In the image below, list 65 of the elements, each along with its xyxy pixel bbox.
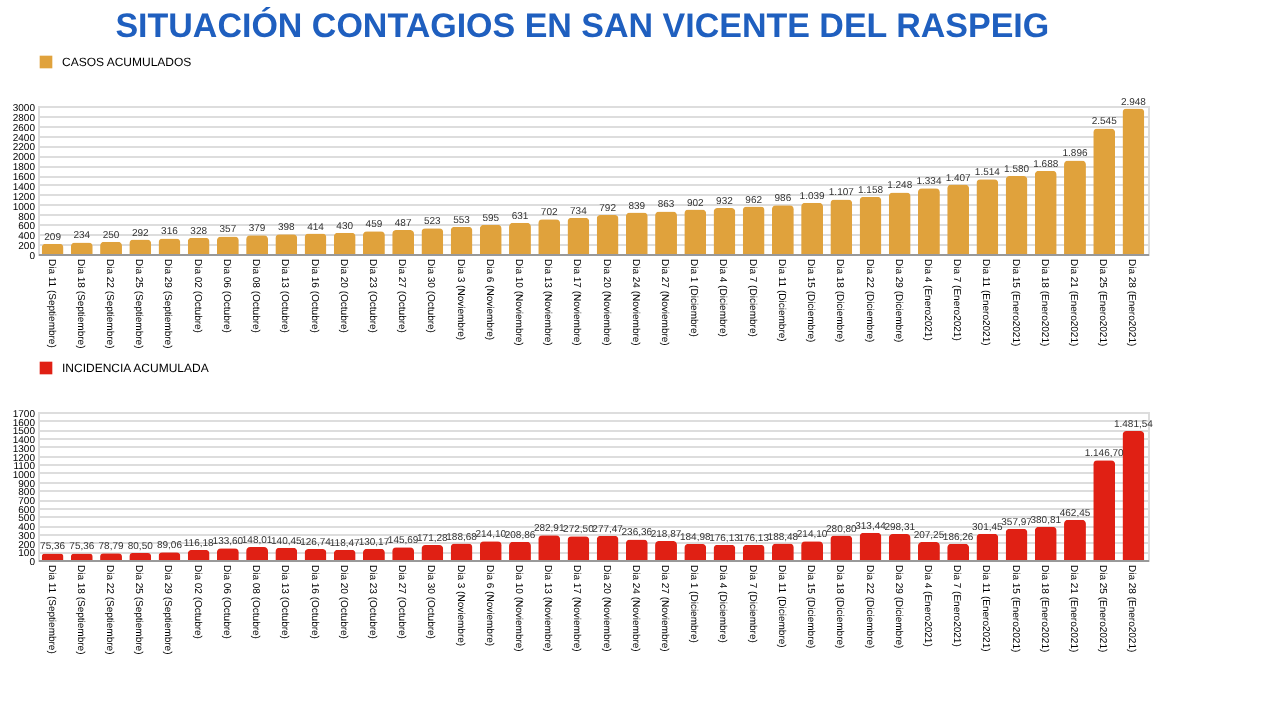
bar — [888, 534, 911, 560]
bar — [1122, 431, 1145, 560]
bar — [1034, 170, 1057, 254]
bar — [684, 209, 707, 254]
bar — [304, 233, 327, 254]
bar — [567, 217, 590, 254]
bar — [713, 208, 736, 254]
bar — [479, 224, 502, 254]
bar — [801, 202, 824, 254]
bar — [129, 239, 152, 254]
bar — [947, 543, 970, 560]
bar — [187, 237, 210, 254]
bar — [1005, 528, 1028, 560]
bar — [187, 549, 210, 560]
bar — [246, 547, 269, 560]
bar — [830, 199, 853, 254]
bar — [158, 238, 181, 254]
bar — [421, 228, 444, 254]
bar — [129, 552, 152, 560]
bar — [684, 543, 707, 560]
chart-title: SITUACIÓN CONTAGIOS EN SAN VICENTE DEL RASPEIG — [115, 5, 1050, 45]
bar — [596, 214, 619, 254]
bar — [450, 543, 473, 560]
bar — [801, 541, 824, 560]
bar — [771, 543, 794, 560]
bar — [275, 547, 298, 560]
bar — [771, 205, 794, 254]
bar — [450, 226, 473, 254]
bar — [917, 188, 940, 254]
bar — [655, 211, 677, 254]
bar — [830, 535, 853, 560]
bar — [859, 532, 882, 560]
bar — [917, 541, 940, 560]
bar — [625, 539, 648, 560]
bar — [625, 212, 648, 254]
bar — [1093, 128, 1116, 254]
bar — [362, 231, 385, 254]
bar — [742, 544, 765, 560]
bar — [41, 243, 64, 254]
bar — [567, 536, 590, 560]
bar — [421, 545, 444, 560]
bar — [479, 541, 502, 560]
bar — [509, 222, 531, 254]
bar — [304, 548, 327, 560]
bar — [1064, 519, 1086, 560]
bar — [976, 533, 999, 560]
bar — [246, 235, 269, 254]
bar — [538, 219, 561, 254]
bar — [742, 206, 765, 254]
bar — [1064, 160, 1086, 254]
bar — [888, 192, 911, 254]
bar — [216, 236, 239, 254]
bar — [333, 232, 356, 254]
bar — [976, 179, 999, 254]
bar — [1093, 460, 1116, 560]
bar — [1034, 526, 1057, 560]
bar — [1005, 176, 1028, 254]
bar — [392, 229, 415, 254]
bar — [713, 544, 736, 560]
bar — [538, 535, 561, 560]
bar — [947, 184, 970, 254]
bar — [859, 196, 882, 254]
bar — [1122, 108, 1145, 254]
bar — [275, 234, 298, 254]
bar — [596, 535, 619, 560]
